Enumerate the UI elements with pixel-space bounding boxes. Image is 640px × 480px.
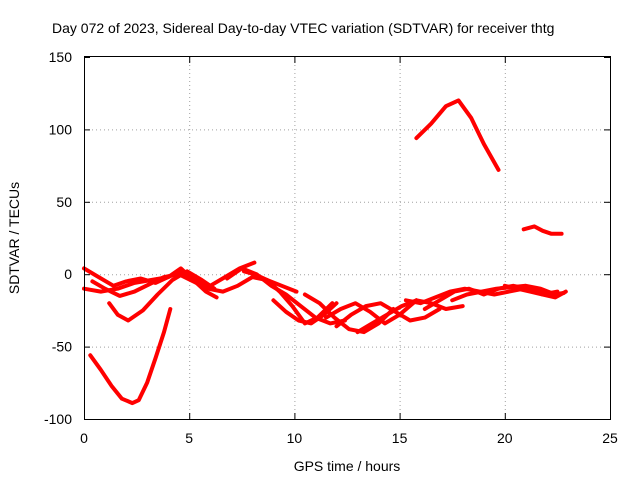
series-line-trace-14 <box>355 298 465 335</box>
series-line-trace-11 <box>302 292 396 335</box>
series-line-trace-17 <box>450 283 558 303</box>
series-line-trace-3 <box>521 224 564 236</box>
series-line-trace-1 <box>88 307 173 406</box>
x-tick-label: 5 <box>185 430 193 446</box>
chart-title: Day 072 of 2023, Sidereal Day-to-day VTE… <box>52 20 554 36</box>
series-line-trace-13 <box>334 301 442 329</box>
x-tick-label: 15 <box>392 430 408 446</box>
series-line-trace-10 <box>271 298 339 326</box>
series-line-trace-18 <box>502 283 568 300</box>
x-tick-label: 10 <box>287 430 303 446</box>
plot-frame <box>84 56 611 420</box>
x-tick-label: 20 <box>497 430 513 446</box>
grid <box>84 57 610 419</box>
axis-ticks: 0 5 10 15 20 25 -100 -50 0 50 100 150 <box>44 49 618 446</box>
series-line-trace-6 <box>107 269 217 323</box>
y-tick-label: 100 <box>49 121 73 137</box>
x-tick-label: 25 <box>602 430 618 446</box>
x-tick-label: 0 <box>80 430 88 446</box>
x-axis-title: GPS time / hours <box>294 458 401 474</box>
y-tick-label: 50 <box>56 194 72 210</box>
y-tick-label: 150 <box>49 49 73 65</box>
y-axis-title: SDTVAR / TECUs <box>6 182 22 294</box>
series-group <box>82 98 568 406</box>
y-tick-label: -100 <box>44 411 72 427</box>
y-tick-label: 0 <box>64 266 72 282</box>
y-tick-label: -50 <box>52 339 72 355</box>
series-line-trace-2 <box>414 98 501 172</box>
